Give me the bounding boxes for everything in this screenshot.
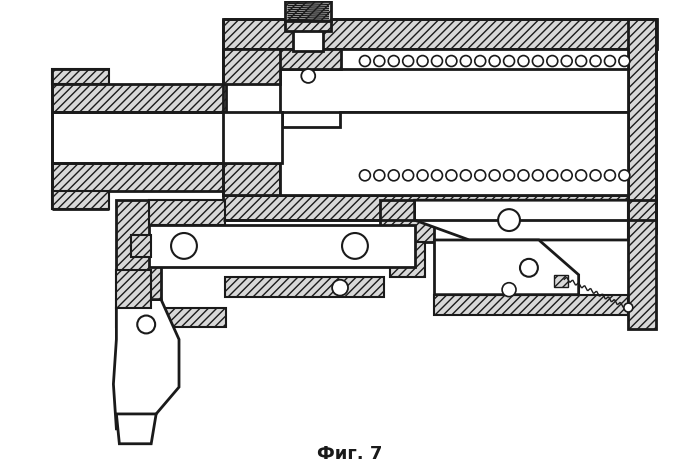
Circle shape	[533, 55, 543, 66]
Bar	[225, 277, 384, 297]
Bar	[117, 270, 151, 307]
Bar	[223, 49, 628, 195]
Circle shape	[619, 55, 630, 66]
Bar	[280, 112, 628, 195]
Circle shape	[388, 170, 399, 181]
Circle shape	[446, 170, 457, 181]
Circle shape	[624, 303, 633, 312]
Bar	[223, 112, 282, 164]
Bar	[131, 235, 151, 257]
Circle shape	[301, 69, 315, 83]
Circle shape	[388, 55, 399, 66]
Circle shape	[489, 55, 500, 66]
Bar	[52, 191, 110, 209]
Bar	[285, 1, 331, 21]
Bar	[52, 112, 226, 164]
Bar	[52, 69, 110, 84]
Circle shape	[359, 55, 370, 66]
Circle shape	[520, 259, 538, 277]
Circle shape	[475, 170, 486, 181]
Circle shape	[518, 170, 529, 181]
Circle shape	[561, 170, 572, 181]
Bar	[435, 295, 628, 314]
Circle shape	[590, 55, 601, 66]
Circle shape	[446, 55, 457, 66]
Circle shape	[171, 233, 197, 259]
Bar	[117, 200, 161, 328]
Polygon shape	[280, 112, 628, 195]
Circle shape	[403, 55, 414, 66]
Circle shape	[431, 170, 442, 181]
Circle shape	[533, 170, 543, 181]
Circle shape	[503, 170, 514, 181]
Bar	[275, 49, 341, 69]
Bar	[294, 21, 323, 51]
Bar	[149, 200, 225, 225]
Polygon shape	[223, 164, 280, 195]
Bar	[628, 19, 656, 233]
Circle shape	[461, 170, 471, 181]
Circle shape	[547, 55, 558, 66]
Circle shape	[332, 280, 348, 296]
Bar	[390, 242, 424, 277]
Bar	[52, 164, 226, 191]
Circle shape	[561, 55, 572, 66]
Bar	[52, 84, 226, 112]
Circle shape	[503, 55, 514, 66]
Circle shape	[374, 170, 384, 181]
Circle shape	[359, 170, 370, 181]
Circle shape	[461, 55, 471, 66]
Bar	[117, 307, 226, 328]
Circle shape	[475, 55, 486, 66]
Circle shape	[137, 315, 155, 333]
Bar	[380, 200, 435, 242]
Circle shape	[576, 170, 586, 181]
Polygon shape	[113, 299, 179, 429]
Text: Фиг. 7: Фиг. 7	[317, 445, 382, 462]
Circle shape	[417, 55, 428, 66]
Polygon shape	[117, 414, 156, 444]
Bar	[554, 275, 568, 287]
Circle shape	[619, 170, 630, 181]
Circle shape	[498, 209, 520, 231]
Bar	[223, 19, 657, 49]
Bar	[280, 69, 628, 195]
Bar	[223, 195, 628, 220]
Circle shape	[518, 55, 529, 66]
Circle shape	[605, 55, 615, 66]
Circle shape	[342, 233, 368, 259]
Circle shape	[403, 170, 414, 181]
Polygon shape	[415, 200, 628, 240]
Bar	[285, 21, 331, 31]
Circle shape	[547, 170, 558, 181]
Circle shape	[576, 55, 586, 66]
Bar	[628, 200, 656, 329]
Circle shape	[590, 170, 601, 181]
Circle shape	[605, 170, 615, 181]
Circle shape	[431, 55, 442, 66]
Circle shape	[374, 55, 384, 66]
Bar	[149, 225, 415, 267]
Circle shape	[489, 170, 500, 181]
Polygon shape	[435, 240, 579, 295]
Polygon shape	[223, 49, 280, 84]
Circle shape	[417, 170, 428, 181]
Circle shape	[502, 283, 516, 297]
